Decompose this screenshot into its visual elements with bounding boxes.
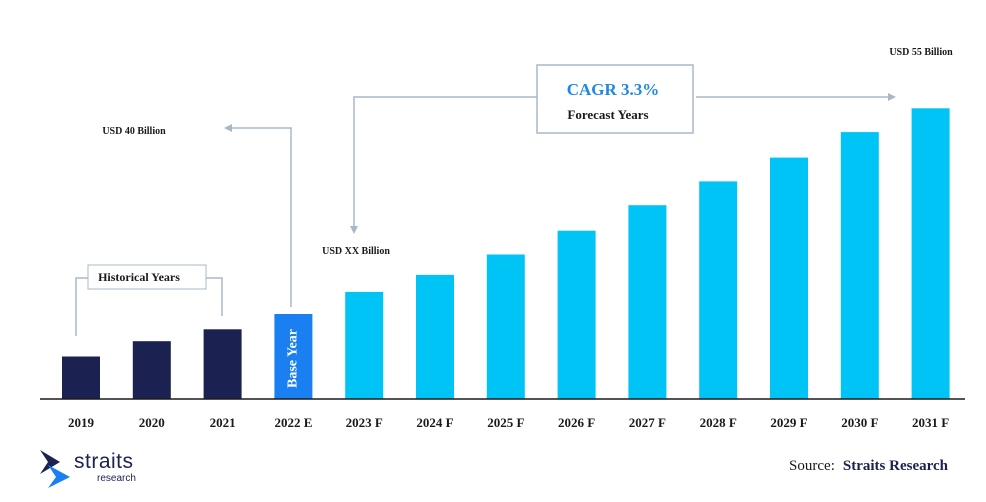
logo-subtitle: research bbox=[97, 473, 136, 484]
logo-wordmark: straits bbox=[74, 450, 134, 473]
base-to-start-connector bbox=[230, 127, 292, 307]
bar-2026-f bbox=[557, 230, 596, 399]
x-tick-label: 2026 F bbox=[558, 415, 595, 430]
bar-2021 bbox=[203, 329, 242, 399]
source-credit: Source: Straits Research bbox=[789, 458, 948, 475]
x-tick-label: 2021 bbox=[210, 415, 236, 430]
cagr-label: CAGR 3.3% bbox=[567, 80, 660, 99]
bar-2031-f bbox=[911, 108, 950, 400]
x-tick-label: 2019 bbox=[68, 415, 95, 430]
forecast-years-label: Forecast Years bbox=[567, 107, 648, 122]
base-value-label: USD XX Billion bbox=[322, 246, 390, 257]
bar-2024-f bbox=[416, 274, 454, 399]
bar-2030-f bbox=[840, 132, 879, 399]
x-tick-label: 2024 F bbox=[416, 415, 453, 430]
historical-years-label: Historical Years bbox=[98, 270, 180, 284]
bar-2028-f bbox=[699, 181, 738, 399]
bar-series: Base Year bbox=[62, 108, 950, 400]
x-tick-label: 2028 F bbox=[700, 415, 737, 430]
bar-2022-e bbox=[274, 314, 313, 399]
x-tick-label: 2020 bbox=[139, 415, 165, 430]
x-tick-label: 2027 F bbox=[629, 415, 666, 430]
arrow-left-icon bbox=[224, 124, 232, 132]
straits-research-logo: straits research bbox=[38, 448, 158, 488]
straits-chevron-icon bbox=[40, 450, 70, 488]
forecast-connector bbox=[353, 96, 888, 226]
bar-2020 bbox=[132, 341, 171, 399]
arrow-down-icon bbox=[350, 226, 358, 234]
x-tick-label: 2023 F bbox=[346, 415, 383, 430]
source-name: Straits Research bbox=[842, 458, 948, 474]
x-tick-label: 2029 F bbox=[770, 415, 807, 430]
cagr-box bbox=[536, 64, 694, 134]
market-bar-chart: Base Year 2019 2020 2021 2022 E 2023 F 2024 F… bbox=[40, 47, 965, 430]
bar-2025-f bbox=[486, 254, 525, 399]
source-label: Source: bbox=[789, 458, 835, 474]
x-tick-labels: 2019 2020 2021 2022 E 2023 F 2024 F 2025 F 2026… bbox=[68, 415, 949, 430]
end-value-label: USD 55 Billion bbox=[889, 47, 953, 58]
historical-years-box bbox=[87, 264, 207, 290]
bar-2023-f bbox=[345, 291, 384, 399]
bar-2019 bbox=[62, 356, 100, 399]
bar-2027-f bbox=[628, 205, 667, 399]
arrow-right-icon bbox=[888, 93, 896, 101]
x-tick-label: 2022 E bbox=[274, 415, 312, 430]
x-tick-label: 2031 F bbox=[912, 415, 949, 430]
bar-2029-f bbox=[770, 157, 808, 399]
start-value-label: USD 40 Billion bbox=[102, 126, 166, 137]
x-tick-label: 2030 F bbox=[841, 415, 878, 430]
base-year-label: Base Year bbox=[286, 329, 301, 388]
x-tick-label: 2025 F bbox=[487, 415, 524, 430]
